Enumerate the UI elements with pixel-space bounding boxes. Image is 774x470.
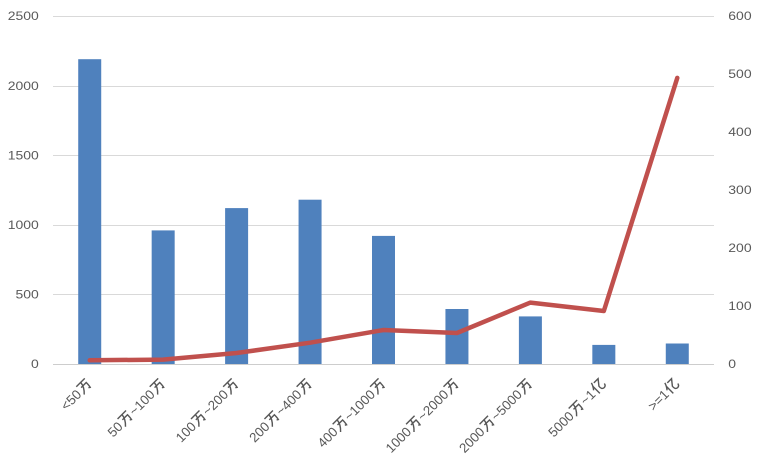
svg-text:1500: 1500 [8, 149, 39, 163]
svg-text:1000: 1000 [8, 218, 39, 232]
svg-text:2000: 2000 [8, 79, 39, 93]
svg-text:500: 500 [728, 67, 751, 81]
svg-text:0: 0 [31, 357, 39, 371]
svg-text:200: 200 [728, 241, 751, 255]
svg-text:400: 400 [728, 125, 751, 139]
svg-text:0: 0 [728, 357, 736, 371]
svg-text:600: 600 [728, 9, 751, 23]
svg-text:2500: 2500 [8, 9, 39, 23]
svg-text:300: 300 [728, 183, 751, 197]
svg-text:500: 500 [16, 288, 39, 302]
svg-text:100: 100 [728, 299, 751, 313]
